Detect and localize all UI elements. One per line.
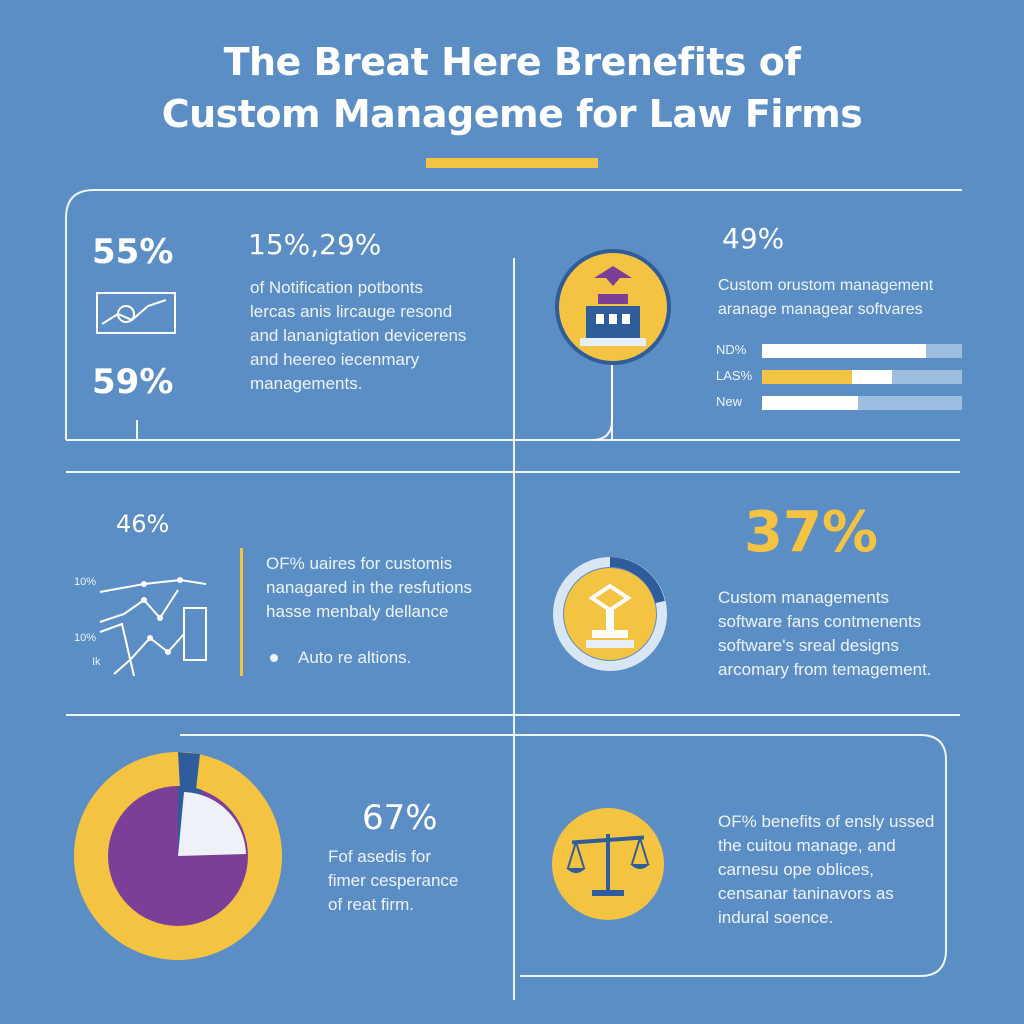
title-line-1: The Breat Here Brenefits of [223,40,801,84]
panel3-line: hasse menbaly dellance [266,602,449,621]
panel6-line: censanar taninavors as [718,884,894,903]
title-line-2: Custom Manageme for Law Firms [161,92,863,136]
panel3-text: OF% uaires for customis nanagared in the… [266,552,506,624]
frame-bottom [180,734,947,977]
panel1-headline: 15%,29% [248,228,382,261]
panel2-text: Custom orustom management aranage manage… [718,274,998,322]
panel1-line: lercas anis lircauge resond [250,302,453,321]
scales-of-justice-icon [552,808,664,920]
line-chart-icon [96,292,176,334]
panel3-line: OF% uaires for customis [266,554,453,573]
panel4-line: Custom managements [718,588,890,607]
panel5-line: fimer cesperance [328,871,459,890]
panel3-bullet: Auto re altions. [298,648,412,667]
pie-chart [74,752,282,960]
bullet-dot [270,654,278,662]
stat-37: 37% [744,500,879,565]
panel6-line: the cuitou manage, and [718,836,896,855]
bar-track [762,396,962,410]
gavel-icon [553,557,667,671]
bar-fill [762,370,852,384]
panel1-text: of Notification potbonts lercas anis lir… [250,276,500,396]
panel4-line: software's sreal designs [718,636,899,655]
bar-label: New [716,394,743,409]
bar-list: ND% LAS% New [716,340,966,420]
panel4-line: software fans contmenents [718,612,922,631]
law-building-icon [555,249,671,365]
panel4-line: arcomary from temagement. [718,660,932,679]
panel5-line: Fof asedis for [328,847,431,866]
stat-67: 67% [362,798,438,838]
accent-divider [240,548,243,676]
panel2-line: Custom orustom management [718,277,934,294]
panel2-line: aranage managear softvares [718,301,923,318]
panel6-text: OF% benefits of ensly ussed the cuitou m… [718,810,958,930]
stat-49: 49% [722,222,785,255]
page-title: The Breat Here Brenefits of Custom Manag… [0,36,1024,140]
panel5-text: Fof asedis for fimer cesperance of reat … [328,845,508,917]
panel1-line: of Notification potbonts [250,278,423,297]
panel1-line: managements. [250,374,363,393]
panel5-line: of reat firm. [328,895,414,914]
axis-label: 10% [74,576,97,588]
bar-fill-extra [852,370,892,384]
mini-line-chart [99,577,207,677]
axis-label: Ik [92,656,101,668]
bar-track [762,370,962,384]
bar-fill [762,396,858,410]
bar-fill [762,344,926,358]
panel3-line: nanagared in the resfutions [266,578,473,597]
title-accent-bar [426,158,598,168]
panel1-line: and heereo iecenmary [250,350,420,369]
stat-59: 59% [92,362,174,402]
bar-label: ND% [716,342,747,357]
bar-track [762,344,962,358]
stat-46: 46% [116,510,170,538]
frame-top-left [65,189,962,440]
bar-label: LAS% [716,368,753,383]
stat-55: 55% [92,232,174,272]
panel4-text: Custom managements software fans contmen… [718,586,1008,682]
panel6-line: carnesu ope oblices, [718,860,874,879]
panel6-line: OF% benefits of ensly ussed [718,812,935,831]
panel1-line: and lananigtation devicerens [250,326,467,345]
axis-label: 10% [74,632,97,644]
panel6-line: indural soence. [718,908,834,927]
